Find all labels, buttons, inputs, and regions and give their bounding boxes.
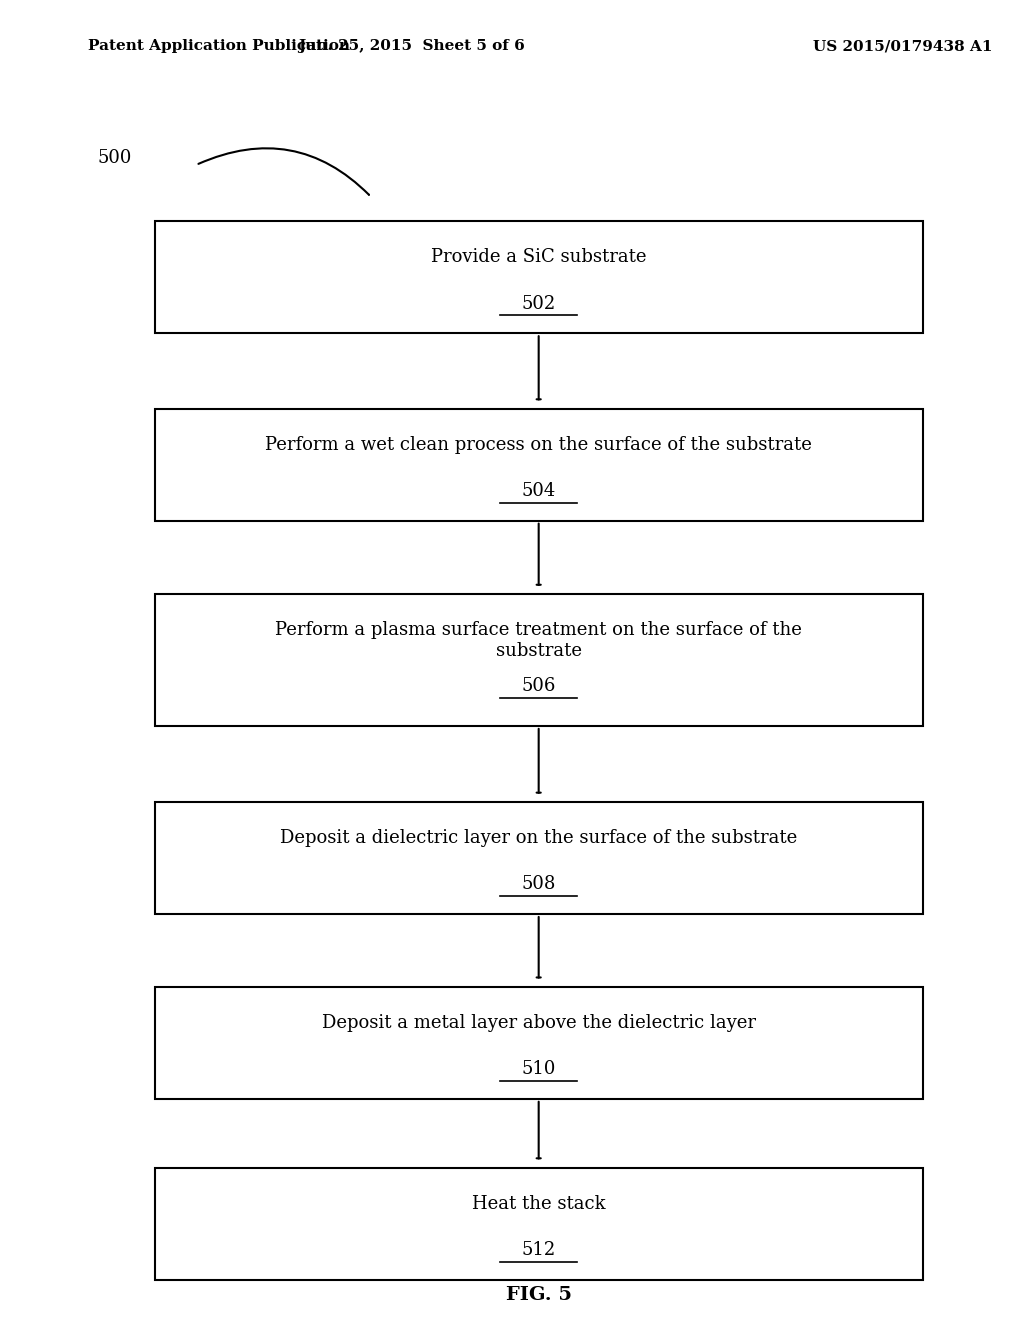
- Text: 510: 510: [521, 1060, 556, 1078]
- Text: 502: 502: [521, 294, 556, 313]
- Text: 500: 500: [98, 149, 132, 168]
- Text: US 2015/0179438 A1: US 2015/0179438 A1: [813, 40, 992, 53]
- Text: Heat the stack: Heat the stack: [472, 1195, 605, 1213]
- FancyBboxPatch shape: [155, 801, 923, 913]
- Text: Perform a wet clean process on the surface of the substrate: Perform a wet clean process on the surfa…: [265, 436, 812, 454]
- FancyBboxPatch shape: [155, 1168, 923, 1280]
- Text: Provide a SiC substrate: Provide a SiC substrate: [431, 248, 646, 267]
- Text: Deposit a metal layer above the dielectric layer: Deposit a metal layer above the dielectr…: [322, 1014, 756, 1032]
- Text: 508: 508: [521, 875, 556, 894]
- FancyArrowPatch shape: [199, 148, 369, 195]
- FancyBboxPatch shape: [155, 220, 923, 333]
- Text: 506: 506: [521, 677, 556, 696]
- Text: Patent Application Publication: Patent Application Publication: [88, 40, 350, 53]
- Text: FIG. 5: FIG. 5: [506, 1286, 571, 1304]
- FancyBboxPatch shape: [155, 987, 923, 1098]
- FancyBboxPatch shape: [155, 594, 923, 726]
- Text: Deposit a dielectric layer on the surface of the substrate: Deposit a dielectric layer on the surfac…: [280, 829, 798, 847]
- Text: Jun. 25, 2015  Sheet 5 of 6: Jun. 25, 2015 Sheet 5 of 6: [298, 40, 524, 53]
- FancyBboxPatch shape: [155, 409, 923, 520]
- Text: 504: 504: [521, 482, 556, 500]
- Text: 512: 512: [521, 1241, 556, 1259]
- Text: Perform a plasma surface treatment on the surface of the
substrate: Perform a plasma surface treatment on th…: [275, 620, 802, 660]
